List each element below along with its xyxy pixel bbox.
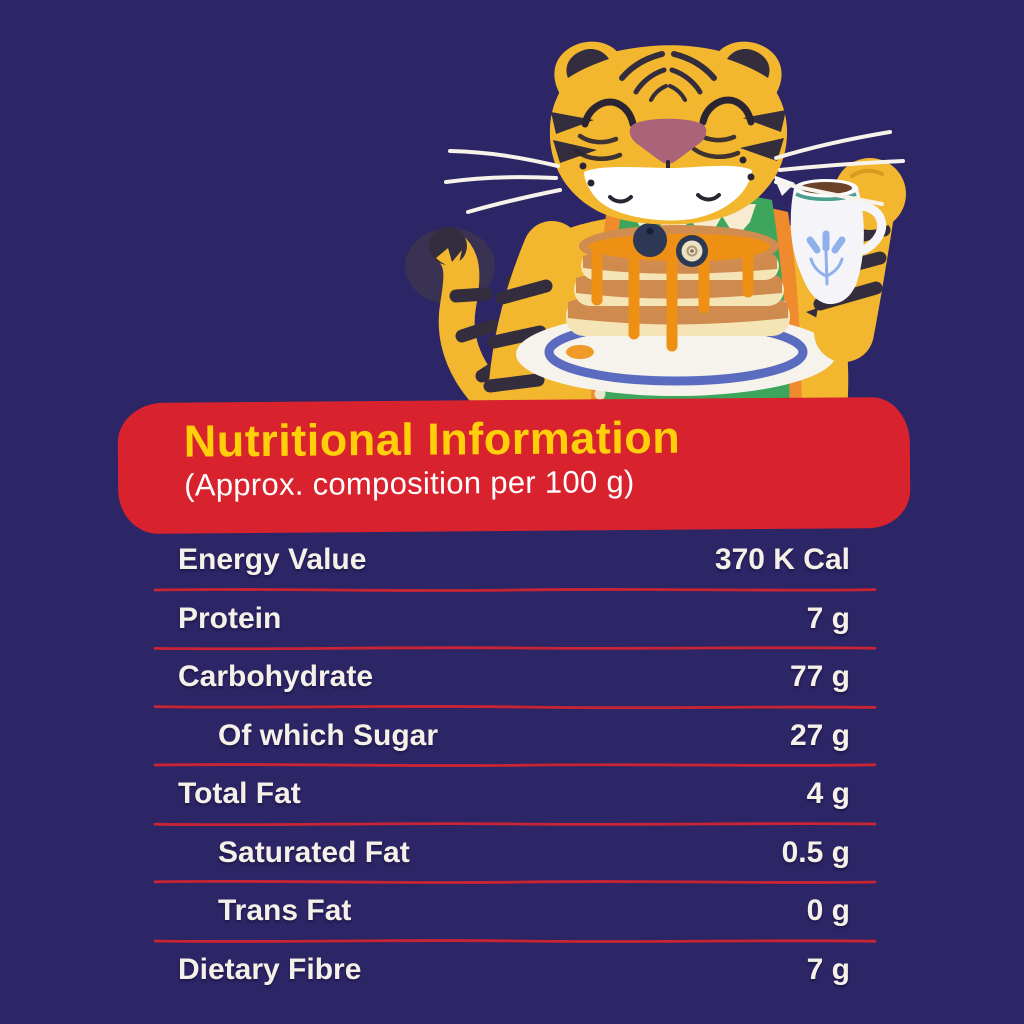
row-label: Total Fat: [178, 777, 301, 811]
table-row: Trans Fat 0 g: [152, 885, 878, 938]
title-banner: Nutritional Information (Approx. composi…: [117, 396, 911, 535]
row-divider: [153, 763, 877, 768]
row-value: 7 g: [806, 601, 850, 635]
row-value: 0.5 g: [781, 835, 850, 869]
row-label: Trans Fat: [218, 894, 352, 928]
jug-handle: [854, 201, 887, 255]
blueberries: [633, 223, 708, 267]
tiger-head: [444, 41, 905, 225]
row-value: 0 g: [806, 894, 850, 928]
syrup-jug: [773, 175, 887, 305]
tiger-eyes: [581, 96, 755, 128]
row-value: 77 g: [789, 660, 850, 694]
row-label: Carbohydrate: [178, 660, 374, 694]
row-value: 27 g: [789, 718, 850, 752]
table-row: Protein 7 g: [152, 593, 878, 646]
row-label: Dietary Fibre: [178, 952, 362, 986]
row-divider: [153, 938, 877, 943]
tiger-nose: [629, 118, 707, 164]
pancake-stack: [566, 223, 790, 359]
tiger-grin: [584, 165, 752, 221]
row-divider: [153, 646, 877, 651]
table-row: Of which Sugar 27 g: [152, 710, 878, 763]
table-row: Carbohydrate 77 g: [152, 651, 878, 704]
tiger-left-arm: [483, 221, 581, 440]
banner-subtitle: (Approx. composition per 100 g): [184, 463, 635, 503]
table-row: Total Fat 4 g: [152, 768, 878, 821]
row-value: 7 g: [806, 952, 850, 986]
banner-title: Nutritional Information: [183, 411, 681, 467]
tiger-whiskers: [444, 130, 905, 214]
jug-flower: [806, 230, 846, 286]
table-row: Saturated Fat 0.5 g: [152, 827, 878, 880]
row-label: Saturated Fat: [218, 835, 410, 869]
row-label: Protein: [178, 601, 282, 635]
row-divider: [153, 879, 877, 884]
row-label: Of which Sugar: [218, 718, 439, 752]
row-label: Energy Value: [178, 543, 367, 577]
nutrition-table: Energy Value 370 K Cal Protein 7 g Carbo…: [152, 534, 878, 996]
row-divider: [153, 821, 877, 826]
row-value: 4 g: [806, 777, 850, 811]
tiger-illustration: [405, 41, 906, 440]
table-row: Dietary Fibre 7 g: [152, 944, 878, 997]
tiger-ears: [554, 41, 782, 94]
row-divider: [153, 587, 877, 592]
row-value: 370 K Cal: [714, 543, 850, 577]
row-divider: [153, 704, 877, 709]
table-row: Energy Value 370 K Cal: [152, 534, 878, 587]
